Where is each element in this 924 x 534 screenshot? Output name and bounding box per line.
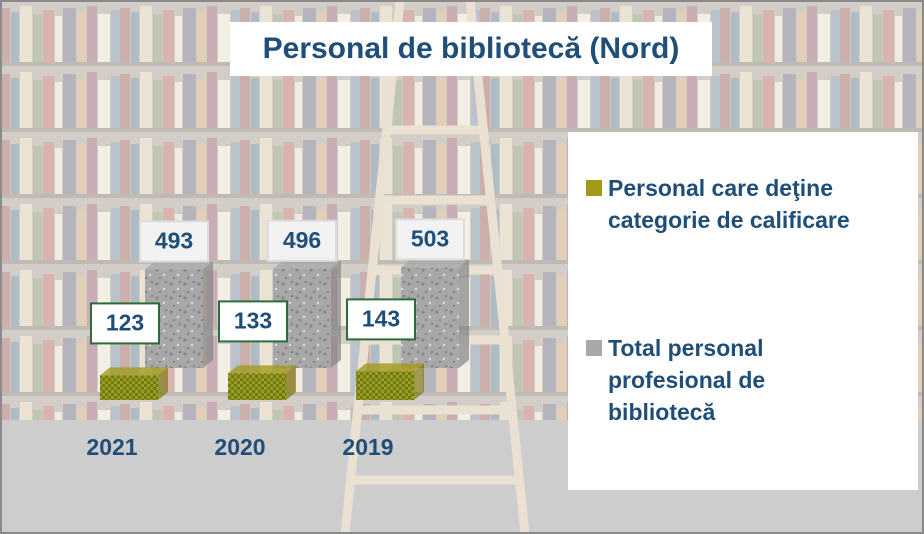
value-label: 496 [283, 227, 321, 253]
slide: 493 496 503 123 133 143 2021 2020 2019 Personal … [0, 0, 924, 534]
legend-swatch [586, 340, 602, 356]
legend-label: Total personal profesional de bibliotecă [608, 332, 838, 428]
value-label: 493 [155, 227, 193, 253]
bar-top [401, 259, 469, 267]
legend-swatch [586, 180, 602, 196]
value-label: 503 [411, 225, 449, 251]
bar-top [228, 365, 296, 373]
bar-side-shade [203, 261, 213, 368]
bar-texture [100, 375, 158, 400]
chart-title: Personal de bibliotecă (Nord) [230, 22, 712, 76]
bar-top [145, 261, 213, 269]
bar-top [100, 367, 168, 375]
value-label: 143 [362, 305, 400, 331]
x-tick-label: 2019 [342, 434, 393, 460]
bar-side-shade [459, 259, 469, 368]
bar-top [273, 261, 341, 269]
bar-side-shade [331, 261, 341, 368]
bar-texture [356, 371, 414, 400]
x-tick-label: 2020 [214, 434, 265, 460]
value-label: 133 [234, 307, 272, 333]
bar-top [356, 363, 424, 371]
legend-label: Personal care deţine categorie de califi… [608, 172, 908, 236]
x-tick-label: 2021 [86, 434, 137, 460]
legend: Personal care deţine categorie de califi… [568, 132, 918, 490]
legend-entry: Personal care deţine categorie de califi… [586, 172, 908, 236]
value-label: 123 [106, 309, 144, 335]
bar-texture [228, 373, 286, 400]
legend-entry: Total personal profesional de bibliotecă [586, 332, 908, 428]
